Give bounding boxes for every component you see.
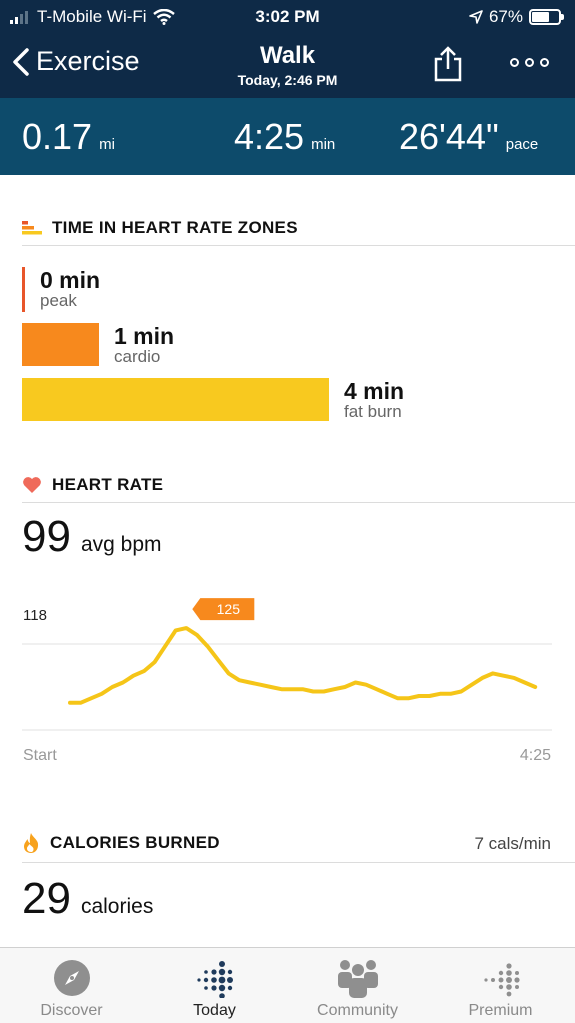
tab-label: Community — [317, 1002, 398, 1019]
share-icon — [434, 46, 462, 82]
x-end-label: 4:25 — [519, 747, 551, 764]
zone-value-fat-burn: 4 min — [344, 378, 405, 404]
battery-percent: 67% — [488, 7, 523, 26]
distance-stat: 0.17 mi — [22, 116, 115, 158]
tab-label: Premium — [468, 1002, 533, 1019]
heart-rate-header: HEART RATE — [22, 475, 163, 495]
duration-stat: 4:25 min — [234, 116, 335, 158]
zone-name-cardio: cardio — [114, 347, 161, 366]
tab-label: Discover — [40, 1002, 103, 1019]
tab-label: Today — [193, 1002, 236, 1019]
share-button[interactable] — [432, 46, 464, 87]
zone-value-peak: 0 min — [40, 267, 101, 293]
tab-premium[interactable]: Premium — [429, 948, 572, 1023]
calories-value: 29 — [22, 874, 71, 923]
more-icon — [510, 58, 549, 67]
divider — [22, 245, 575, 246]
tab-community[interactable]: Community — [286, 948, 429, 1023]
flame-icon — [24, 833, 39, 853]
pace-unit: pace — [505, 136, 539, 153]
distance-value: 0.17 — [22, 116, 93, 157]
status-bar: T-Mobile Wi-Fi 3:02 PM 67% — [0, 0, 575, 34]
avg-bpm-value: 99 — [22, 512, 71, 561]
zones-icon — [22, 221, 42, 235]
page-subtitle: Today, 2:46 PM — [237, 72, 338, 88]
header: T-Mobile Wi-Fi 3:02 PM 67% Exercise Walk — [0, 0, 575, 175]
heart-icon — [23, 477, 41, 493]
calories-label: calories — [80, 895, 154, 918]
fitbit-dots-icon — [196, 961, 233, 998]
summary-bar: 0.17 mi 4:25 min 26'44" pace — [0, 98, 575, 175]
x-start-label: Start — [23, 747, 57, 764]
back-label: Exercise — [36, 46, 140, 76]
zone-name-fat-burn: fat burn — [344, 402, 402, 421]
zone-bar-peak — [22, 267, 25, 312]
chevron-left-icon — [13, 47, 29, 76]
page-title: Walk — [259, 42, 316, 69]
duration-value: 4:25 — [234, 116, 305, 157]
divider — [22, 502, 575, 503]
calories-header: CALORIES BURNED — [22, 832, 220, 854]
peak-callout: 125 — [192, 598, 255, 621]
status-time: 3:02 PM — [255, 7, 320, 26]
pace-value: 26'44" — [399, 116, 499, 157]
back-button[interactable]: Exercise — [12, 46, 140, 77]
peak-label: 125 — [217, 601, 241, 617]
tab-today[interactable]: Today — [143, 948, 286, 1023]
pace-stat: 26'44" pace — [399, 116, 538, 158]
zones-title: TIME IN HEART RATE ZONES — [52, 218, 298, 237]
community-icon — [337, 960, 378, 998]
distance-unit: mi — [99, 136, 115, 153]
calories-rate: 7 cals/min — [474, 834, 551, 853]
more-button[interactable] — [510, 58, 549, 67]
calories-total: 29 calories — [22, 874, 153, 924]
zone-value-cardio: 1 min — [114, 323, 175, 349]
premium-dots-icon — [483, 963, 520, 997]
wifi-icon — [152, 9, 175, 25]
avg-bpm-label: avg bpm — [80, 533, 162, 556]
zone-bar-cardio — [22, 323, 99, 366]
zone-name-peak: peak — [40, 291, 77, 310]
calories-title: CALORIES BURNED — [50, 833, 220, 852]
heart-rate-title: HEART RATE — [52, 475, 164, 494]
zone-bar-fat-burn — [22, 378, 329, 421]
nav-bar: Exercise Walk Today, 2:46 PM — [0, 34, 575, 98]
status-right: 67% — [469, 7, 564, 27]
heart-rate-chart[interactable]: 125 — [0, 580, 575, 760]
duration-unit: min — [311, 136, 336, 153]
heart-rate-line — [68, 626, 538, 705]
battery-icon — [529, 9, 564, 25]
location-icon — [469, 10, 483, 24]
compass-icon — [53, 960, 90, 996]
carrier: T-Mobile Wi-Fi — [10, 7, 175, 27]
tab-bar: Discover Today Comm — [0, 947, 575, 1023]
zones-header: TIME IN HEART RATE ZONES — [22, 218, 298, 238]
avg-heart-rate: 99 avg bpm — [22, 512, 162, 562]
signal-icon — [10, 10, 28, 24]
tab-discover[interactable]: Discover — [0, 948, 143, 1023]
carrier-label: T-Mobile Wi-Fi — [37, 7, 147, 26]
divider — [22, 862, 575, 863]
reference-label: 118 — [23, 607, 47, 624]
